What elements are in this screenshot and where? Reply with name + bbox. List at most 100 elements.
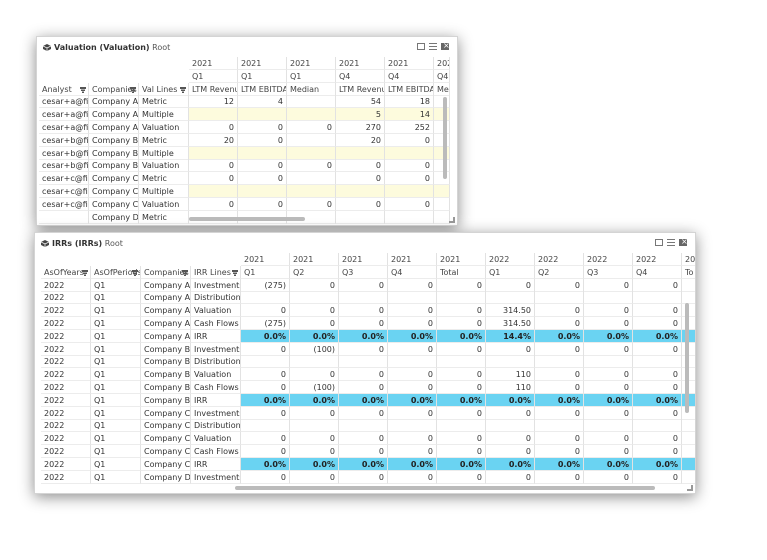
value-cell[interactable]: 0	[486, 278, 535, 292]
value-cell[interactable]: 0	[437, 368, 486, 382]
value-cell[interactable]: 0	[584, 406, 633, 420]
value-cell[interactable]: 0.0%	[535, 457, 584, 471]
value-cell[interactable]	[287, 108, 336, 122]
value-cell[interactable]	[238, 108, 287, 122]
value-cell[interactable]	[339, 355, 388, 369]
value-cell[interactable]: 0	[287, 159, 336, 173]
value-cell[interactable]	[339, 419, 388, 433]
value-cell[interactable]	[682, 445, 695, 458]
value-cell[interactable]: 0.0%	[437, 393, 486, 407]
value-cell[interactable]	[385, 146, 434, 160]
value-cell[interactable]: 0.0%	[584, 329, 633, 343]
value-cell[interactable]: 0	[584, 381, 633, 394]
value-cell[interactable]: 0	[189, 159, 238, 173]
value-cell[interactable]: 0	[241, 470, 290, 484]
col-line-header[interactable]: LTM Revenue	[189, 82, 238, 96]
value-cell[interactable]: 0	[290, 445, 339, 458]
value-cell[interactable]	[434, 146, 450, 160]
menu-icon[interactable]	[429, 43, 437, 50]
value-cell[interactable]: 0	[339, 368, 388, 382]
value-cell[interactable]: 0	[241, 342, 290, 356]
value-cell[interactable]: 0.0%	[388, 393, 437, 407]
value-cell[interactable]: 0	[633, 432, 682, 446]
value-cell[interactable]	[241, 291, 290, 305]
restore-icon[interactable]	[417, 43, 425, 50]
value-cell[interactable]: 0	[388, 317, 437, 330]
value-cell[interactable]: 0.0%	[241, 329, 290, 343]
value-cell[interactable]: 0	[535, 445, 584, 458]
value-cell[interactable]: 0.0%	[339, 329, 388, 343]
value-cell[interactable]	[434, 95, 450, 109]
value-cell[interactable]	[388, 419, 437, 433]
value-cell[interactable]	[287, 172, 336, 186]
value-cell[interactable]	[434, 197, 450, 211]
value-cell[interactable]: 0	[535, 304, 584, 318]
col-period-header[interactable]: Q1	[486, 265, 535, 279]
value-cell[interactable]	[287, 133, 336, 147]
col-line-header[interactable]: Me	[434, 82, 450, 96]
value-cell[interactable]: 0	[535, 368, 584, 382]
value-cell[interactable]: 0	[437, 445, 486, 458]
value-cell[interactable]: 0	[290, 304, 339, 318]
value-cell[interactable]: 0	[633, 445, 682, 458]
value-cell[interactable]: 0	[437, 432, 486, 446]
value-cell[interactable]	[290, 355, 339, 369]
value-cell[interactable]: 0	[238, 121, 287, 134]
value-cell[interactable]: 0	[290, 406, 339, 420]
value-cell[interactable]: 0	[584, 304, 633, 318]
value-cell[interactable]: 0.0%	[535, 393, 584, 407]
filter-icon[interactable]	[132, 269, 138, 276]
value-cell[interactable]: 0	[535, 406, 584, 420]
col-period-header[interactable]: Q2	[535, 265, 584, 279]
value-cell[interactable]	[434, 210, 450, 224]
value-cell[interactable]: 0.0%	[290, 393, 339, 407]
value-cell[interactable]: 20	[336, 133, 385, 147]
value-cell[interactable]: 0.0%	[633, 329, 682, 343]
value-cell[interactable]: 0	[238, 197, 287, 211]
value-cell[interactable]: 0	[584, 470, 633, 484]
col-line-header[interactable]: LTM EBITDA	[238, 82, 287, 96]
value-cell[interactable]: 0	[388, 278, 437, 292]
value-cell[interactable]: 0	[535, 470, 584, 484]
value-cell[interactable]: 0.0%	[584, 393, 633, 407]
value-cell[interactable]: 0	[241, 432, 290, 446]
value-cell[interactable]: 0	[388, 381, 437, 394]
value-cell[interactable]: 0	[385, 159, 434, 173]
value-cell[interactable]	[388, 291, 437, 305]
value-cell[interactable]: 0	[535, 432, 584, 446]
value-cell[interactable]	[682, 419, 695, 433]
row-dimension-header[interactable]: Analyst	[39, 82, 89, 96]
value-cell[interactable]	[535, 291, 584, 305]
value-cell[interactable]: 0	[486, 470, 535, 484]
value-cell[interactable]: 270	[336, 121, 385, 134]
col-period-header[interactable]: Q4	[388, 265, 437, 279]
value-cell[interactable]	[682, 407, 695, 420]
value-cell[interactable]: 0	[388, 304, 437, 318]
value-cell[interactable]	[437, 355, 486, 369]
value-cell[interactable]: 314.50	[486, 304, 535, 318]
value-cell[interactable]	[385, 185, 434, 198]
value-cell[interactable]: 0	[339, 381, 388, 394]
value-cell[interactable]	[682, 291, 695, 305]
value-cell[interactable]	[189, 185, 238, 198]
value-cell[interactable]: 0.0%	[535, 329, 584, 343]
value-cell[interactable]	[584, 355, 633, 369]
value-cell[interactable]: 0.0%	[584, 457, 633, 471]
col-period-header[interactable]: Total	[437, 265, 486, 279]
value-cell[interactable]	[336, 210, 385, 224]
value-cell[interactable]: 0	[238, 133, 287, 147]
value-cell[interactable]: 0.0%	[633, 457, 682, 471]
filter-icon[interactable]	[232, 269, 238, 276]
value-cell[interactable]: 0.0%	[339, 457, 388, 471]
value-cell[interactable]: 0	[339, 406, 388, 420]
value-cell[interactable]	[434, 172, 450, 186]
value-cell[interactable]: 0.0%	[633, 393, 682, 407]
value-cell[interactable]: 0	[437, 304, 486, 318]
value-cell[interactable]	[486, 355, 535, 369]
value-cell[interactable]	[535, 419, 584, 433]
value-cell[interactable]: 0	[339, 342, 388, 356]
value-cell[interactable]	[535, 355, 584, 369]
value-cell[interactable]: 0	[486, 445, 535, 458]
value-cell[interactable]	[682, 457, 695, 471]
value-cell[interactable]: 0	[339, 304, 388, 318]
